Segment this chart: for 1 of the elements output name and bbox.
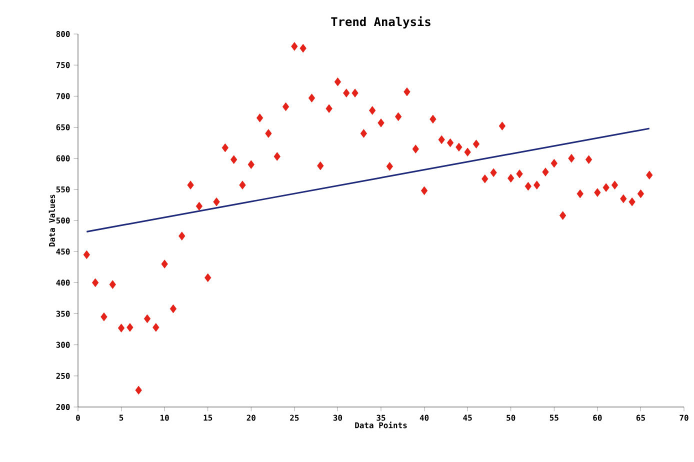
chart-title: Trend Analysis — [331, 16, 430, 28]
